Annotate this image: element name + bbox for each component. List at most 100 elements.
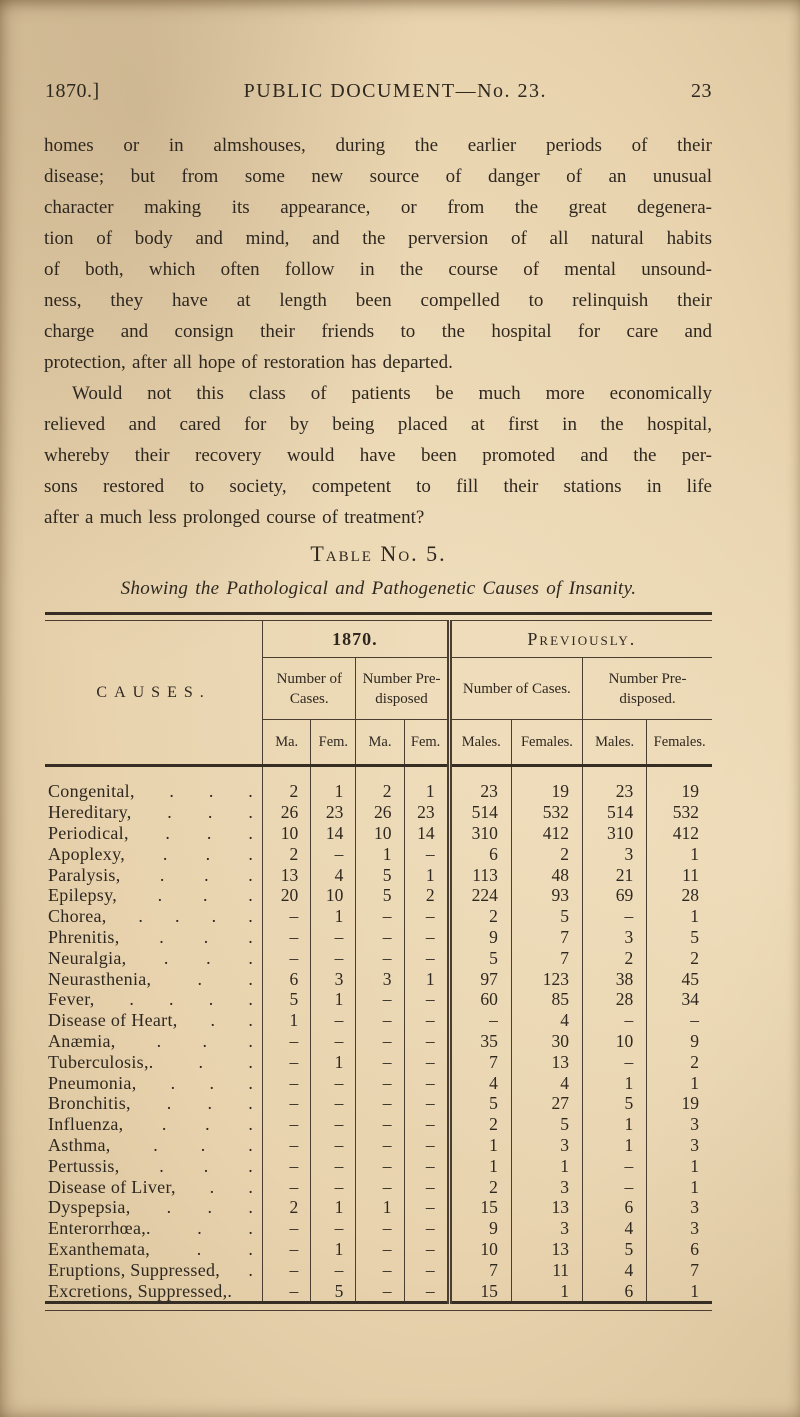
value-cell: 10 (582, 1030, 647, 1052)
value-cell: 1 (403, 765, 450, 802)
value-cell: 1 (646, 905, 712, 927)
column-header-ma-1: Ma. (262, 719, 311, 767)
value-cell: – (355, 1238, 405, 1260)
cause-label: Exanthemata, (48, 1238, 151, 1259)
value-cell: – (355, 1280, 405, 1303)
leader-dot: . (248, 1051, 254, 1072)
cause-label: Chorea, (48, 906, 107, 927)
value-cell: – (355, 1051, 405, 1073)
table-row: Epilepsy,... 20 10 5 2 224 93 69 28 (45, 884, 712, 906)
leader-dot: . (248, 1010, 254, 1031)
value-cell: 19 (510, 765, 583, 802)
leader-dot: . (197, 968, 203, 989)
text-line: of both, which often follow in the cours… (44, 259, 712, 280)
table-row: Neurasthenia,.. 6 3 3 1 97 123 38 45 (45, 968, 712, 989)
value-cell: – (355, 1259, 405, 1281)
leader-dot: . (248, 781, 254, 802)
value-cell: 6 (446, 843, 512, 865)
value-cell: 1 (310, 1196, 356, 1218)
value-cell: – (355, 926, 405, 948)
value-cell: 514 (446, 801, 512, 823)
value-cell: 5 (582, 1092, 647, 1114)
leader-dot: . (207, 1197, 213, 1218)
cause-cell: Pertussis,... (45, 1155, 263, 1176)
value-cell: – (310, 1072, 356, 1093)
cause-label: Fever, (48, 989, 95, 1010)
value-cell: – (646, 1009, 712, 1031)
value-cell: 2 (646, 1051, 712, 1073)
value-cell: 2 (262, 765, 311, 802)
value-cell: 3 (582, 926, 647, 948)
leader-dot: . (209, 1072, 215, 1093)
leader-dot: . (207, 1093, 213, 1114)
leader-dot: . (248, 885, 254, 906)
header-year: 1870.] (45, 80, 100, 102)
subgroup-prev-predisposed: Number Pre-disposed. (582, 657, 712, 720)
value-cell: 1 (582, 1134, 647, 1156)
leader-dot: . (248, 1030, 254, 1051)
running-header: 1870.] PUBLIC DOCUMENT—No. 23. 23 (45, 80, 712, 103)
value-cell: – (403, 1092, 450, 1114)
leader-dot: . (159, 926, 165, 947)
value-cell: 4 (446, 1072, 512, 1093)
cause-cell: Exanthemata,.. (45, 1239, 263, 1260)
value-cell: 6 (582, 1280, 647, 1303)
value-cell: 34 (646, 988, 712, 1010)
value-cell: 21 (582, 864, 647, 885)
value-cell: 3 (646, 1113, 712, 1135)
value-cell: 7 (646, 1259, 712, 1281)
text-line: charge and consign their friends to the … (44, 321, 712, 342)
value-cell: 13 (510, 1238, 583, 1260)
value-cell: – (310, 1113, 356, 1135)
column-header-ma-2: Ma. (355, 719, 405, 767)
subgroup-prev-cases: Number of Cases. (446, 657, 583, 720)
leader-dot: . (248, 906, 254, 927)
cause-label: Bronchitis, (48, 1093, 131, 1114)
table-row: Dyspepsia,... 2 1 1–15 13 6 3 (45, 1196, 712, 1218)
value-cell: 2 (403, 884, 450, 906)
leader-dot: . (248, 1134, 254, 1155)
subgroup-1870-predisposed: Number Pre-disposed (355, 657, 450, 720)
value-cell: 14 (310, 822, 356, 844)
value-cell: 7 (510, 926, 583, 948)
value-cell: – (262, 1155, 311, 1177)
cause-cell: Fever,.... (45, 989, 263, 1010)
value-cell: 6 (262, 968, 311, 989)
value-cell: – (262, 926, 311, 948)
value-cell: 113 (446, 864, 512, 885)
value-cell: 7 (446, 1259, 512, 1281)
leader-dot: . (156, 1030, 162, 1051)
cause-label: Neurasthenia, (48, 968, 152, 989)
value-cell: – (262, 1280, 311, 1303)
value-cell: 10 (310, 884, 356, 906)
value-cell: – (403, 843, 450, 865)
column-header-fem-1: Fem. (310, 719, 356, 767)
value-cell: 28 (646, 884, 712, 906)
body-paragraphs: homes or in almshouses, during the earli… (44, 130, 712, 533)
value-cell: 19 (646, 1092, 712, 1114)
value-cell: 4 (510, 1009, 583, 1031)
value-cell: 85 (510, 988, 583, 1010)
value-cell: – (310, 843, 356, 865)
cause-cell: Anæmia,... (45, 1031, 263, 1052)
table-row: Excretions, Suppressed,. –5– –15 1 6 1 (45, 1280, 712, 1303)
leader-dot: . (163, 947, 169, 968)
leader-dot: . (211, 906, 217, 927)
table-row: Eruptions, Suppressed,. – – – –7 11 4 7 (45, 1259, 712, 1281)
leader-dot: . (209, 1176, 215, 1197)
leader-dot: . (203, 926, 209, 947)
cause-label: Dyspepsia, (48, 1197, 131, 1218)
cause-label: Periodical, (48, 822, 129, 843)
value-cell: 1 (646, 1155, 712, 1177)
cause-label: Phrenitis, (48, 926, 120, 947)
value-cell: 3 (510, 1176, 583, 1197)
value-cell: 1 (403, 864, 450, 885)
table-row: Enterorrhœa,... – – – –9 3 4 3 (45, 1217, 712, 1239)
leader-dot: . (204, 864, 209, 885)
value-cell: 5 (646, 926, 712, 948)
column-header-causes: CAUSES. (45, 620, 263, 767)
leader-dot: . (159, 1155, 165, 1176)
leader-dot: . (248, 1197, 254, 1218)
value-cell: 310 (582, 822, 647, 844)
table-row: Pertussis,... – – – –1 1–1 (45, 1155, 712, 1177)
